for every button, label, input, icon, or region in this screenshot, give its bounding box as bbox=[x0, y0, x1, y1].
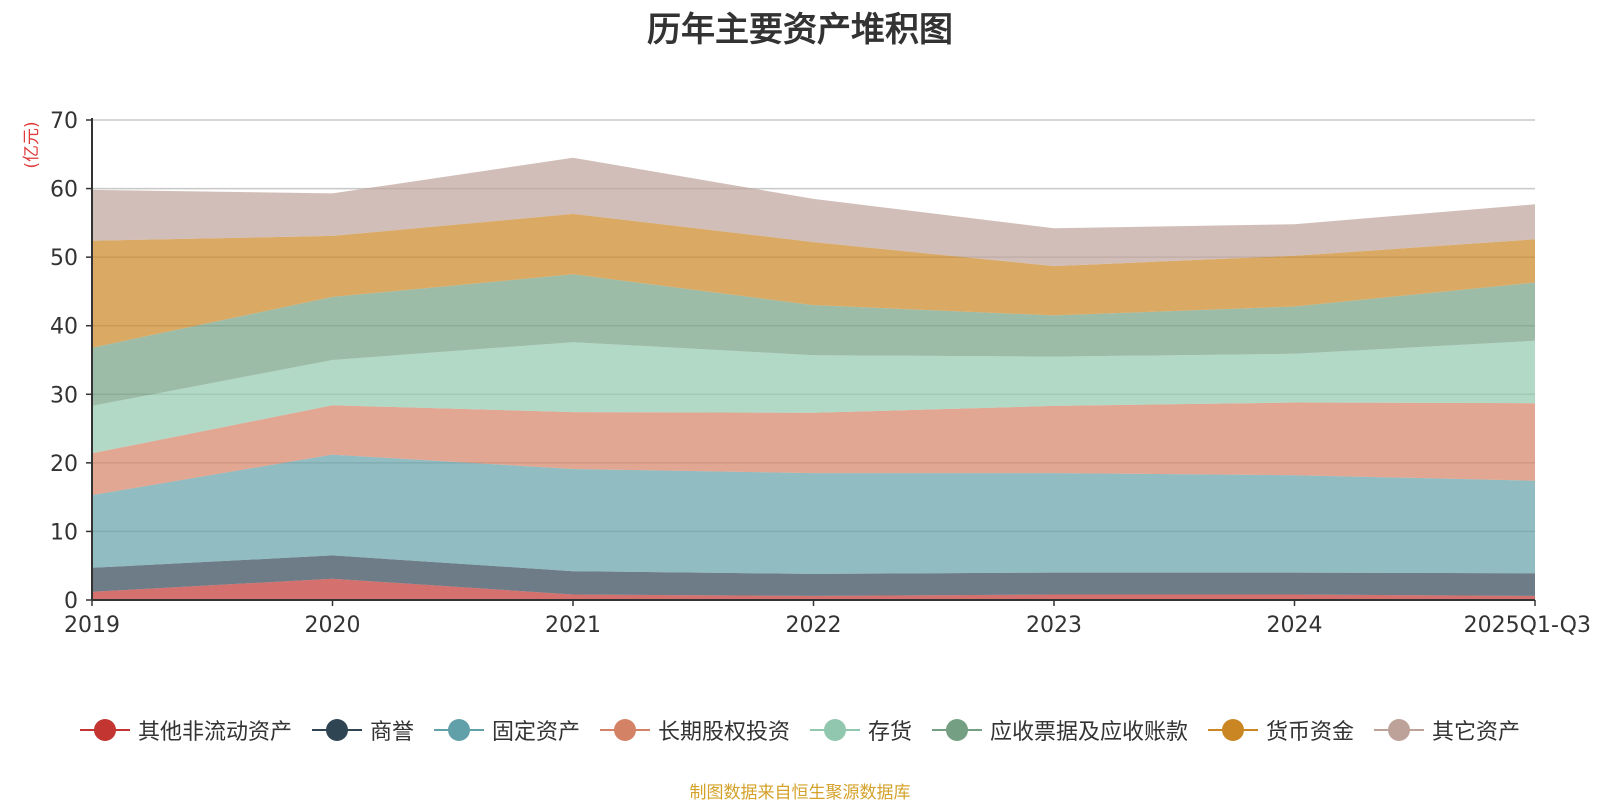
x-tick-label: 2021 bbox=[545, 613, 601, 638]
legend-marker-icon bbox=[599, 717, 650, 743]
legend-marker-icon bbox=[433, 717, 484, 743]
legend-item-6[interactable]: 货币资金 bbox=[1208, 714, 1354, 746]
legend-dot-icon bbox=[93, 719, 116, 741]
axes: 0 10 20 30 40 50 60 70 2019 2020 2021 2022 2023 2024 2… bbox=[50, 109, 1591, 638]
chart-title: 历年主要资产堆积图 bbox=[647, 10, 953, 50]
y-tick-label: 10 bbox=[50, 520, 78, 545]
legend-label: 商誉 bbox=[369, 720, 414, 745]
area-series-0[interactable] bbox=[92, 578, 1535, 600]
y-axis-label: (亿元) bbox=[22, 121, 42, 168]
legend-marker-icon bbox=[1374, 717, 1425, 743]
legend-marker-icon bbox=[932, 717, 983, 743]
legend-item-7[interactable]: 其它资产 bbox=[1374, 714, 1520, 746]
legend-label: 长期股权投资 bbox=[657, 720, 790, 745]
y-tick-label: 20 bbox=[50, 452, 78, 477]
source-note: 制图数据来自恒生聚源数据库 bbox=[689, 783, 911, 803]
y-tick-label: 60 bbox=[50, 178, 78, 203]
legend-marker-icon bbox=[311, 717, 362, 743]
area-series-1[interactable] bbox=[92, 555, 1535, 596]
legend-label: 其他非流动资产 bbox=[137, 720, 292, 745]
x-tick-label: 2020 bbox=[305, 613, 361, 638]
area-series-group bbox=[92, 157, 1535, 600]
legend-dot-icon bbox=[1222, 719, 1245, 741]
legend-item-4[interactable]: 存货 bbox=[810, 714, 912, 746]
legend-marker-icon bbox=[79, 717, 130, 743]
area-series-3[interactable] bbox=[92, 402, 1535, 496]
y-tick-label: 70 bbox=[50, 109, 78, 134]
y-tick-label: 30 bbox=[50, 383, 78, 408]
y-tick-label: 50 bbox=[50, 246, 78, 271]
area-series-7[interactable] bbox=[92, 157, 1535, 267]
legend-marker-icon bbox=[1208, 717, 1259, 743]
legend-dot-icon bbox=[1388, 719, 1411, 741]
legend-dot-icon bbox=[946, 719, 969, 741]
area-series-6[interactable] bbox=[92, 213, 1535, 348]
area-series-4[interactable] bbox=[92, 340, 1535, 454]
area-series-2[interactable] bbox=[92, 454, 1535, 574]
legend-dot-icon bbox=[824, 719, 846, 741]
x-tick-label: 2022 bbox=[786, 613, 842, 638]
legend-label: 其它资产 bbox=[1432, 720, 1521, 745]
legend-label: 固定资产 bbox=[491, 720, 580, 745]
legend-item-0[interactable]: 其他非流动资产 bbox=[79, 714, 292, 746]
area-series-5[interactable] bbox=[92, 274, 1535, 406]
legend-dot-icon bbox=[447, 719, 470, 741]
legend-item-3[interactable]: 长期股权投资 bbox=[599, 714, 790, 746]
x-tick-label: 2024 bbox=[1267, 613, 1323, 638]
legend-item-1[interactable]: 商誉 bbox=[311, 714, 414, 746]
x-tick-label: 2019 bbox=[64, 613, 120, 638]
legend-label: 存货 bbox=[868, 720, 913, 745]
y-tick-label: 40 bbox=[50, 315, 78, 340]
legend-item-2[interactable]: 固定资产 bbox=[433, 714, 580, 746]
legend-dot-icon bbox=[613, 719, 636, 741]
y-tick-label: 0 bbox=[64, 589, 78, 614]
stacked-area-chart: 0 10 20 30 40 50 60 70 2019 2020 2021 2022 2023 2024 2… bbox=[22, 109, 1591, 638]
legend-label: 货币资金 bbox=[1266, 720, 1355, 745]
legend: 其他非流动资产 商誉 固定资产 长期股权投资 存货 应收票据及应收账款 货币资金 其它资产 bbox=[0, 714, 1600, 746]
x-tick-label: 2023 bbox=[1026, 613, 1082, 638]
legend-dot-icon bbox=[325, 719, 348, 741]
x-tick-label: 2025Q1-Q3 bbox=[1464, 613, 1591, 638]
legend-label: 应收票据及应收账款 bbox=[990, 720, 1189, 745]
legend-item-5[interactable]: 应收票据及应收账款 bbox=[932, 714, 1188, 746]
legend-marker-icon bbox=[810, 717, 860, 743]
